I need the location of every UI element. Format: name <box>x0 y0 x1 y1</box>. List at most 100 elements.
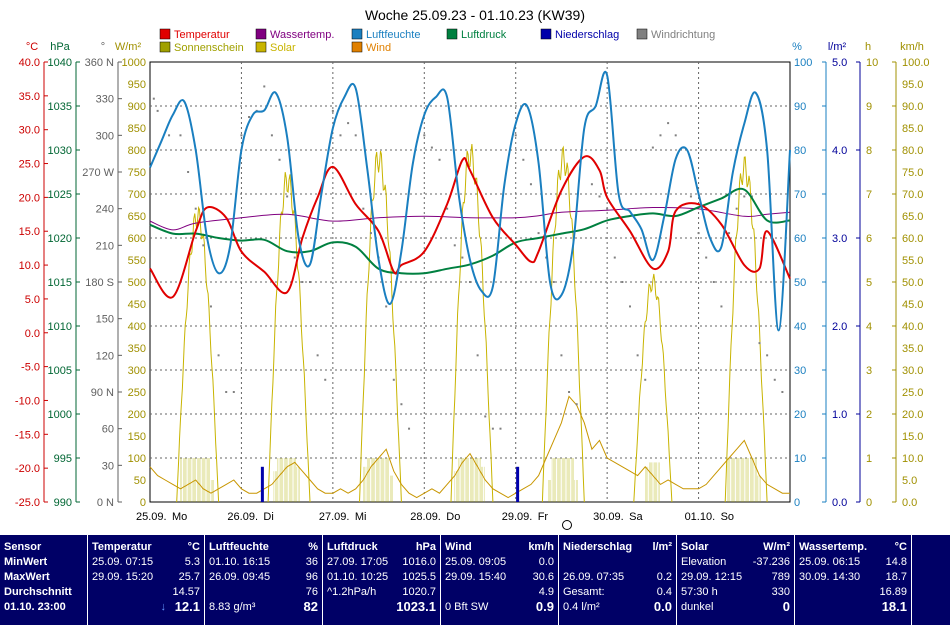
direction-point-51 <box>560 354 563 357</box>
tick-label-humidity-6: 40 <box>794 321 806 333</box>
stats-solar: Solar W/m² Elevation -37.236 29.09. 12:15 7… <box>677 535 795 625</box>
tick-label-rain-0: 5.0 <box>832 57 847 69</box>
tick-label-wind-0: 100.0 <box>902 57 930 69</box>
x-day-2: Mi <box>355 511 367 523</box>
direction-point-54 <box>590 183 593 186</box>
press-max: 1025.5 <box>402 571 436 583</box>
direction-point-31 <box>392 378 395 381</box>
tick-label-wind-20: 0.0 <box>902 497 917 509</box>
left-axes: 40.0 35.0 30.0 25.0 20.0 15.0 10.0 5.0 0.0 -5.0 -1… <box>15 57 146 509</box>
tick-label-temp-4: 20.0 <box>19 192 40 204</box>
press-title: Luftdruck <box>327 541 378 553</box>
legend-swatch-2 <box>351 28 363 40</box>
x-date-2: 27.09. <box>319 511 350 523</box>
tick-label-solar-4: 800 <box>128 145 146 157</box>
legend-label-2: Luftfeuchte <box>366 29 420 41</box>
stats-wind: Wind km/h 25.09. 09:05 0.0 29.09. 15:40 30.… <box>441 535 559 625</box>
x-day-0: Mo <box>172 511 187 523</box>
tick-label-temp-10: -10.0 <box>15 395 40 407</box>
wind-direction-points <box>152 85 784 430</box>
tick-label-solar-19: 50 <box>134 475 146 487</box>
tick-label-solar-7: 650 <box>128 211 146 223</box>
tick-label-sun-10: 0 <box>866 497 872 509</box>
tick-label-temp-5: 15.0 <box>19 226 40 238</box>
tick-label-pressure-7: 1005 <box>48 365 72 377</box>
direction-point-44 <box>499 427 502 430</box>
direction-point-36 <box>438 158 441 161</box>
wind-unit: km/h <box>528 541 554 553</box>
tick-label-sun-0: 10 <box>866 57 878 69</box>
tick-label-solar-2: 900 <box>128 101 146 113</box>
tick-label-sun-9: 1 <box>866 453 872 465</box>
tick-label-temp-2: 30.0 <box>19 125 40 137</box>
tick-label-direction-11: 30 <box>102 460 114 472</box>
direction-point-50 <box>552 281 555 283</box>
direction-point-24 <box>339 134 342 137</box>
direction-point-15 <box>270 134 273 137</box>
tick-label-humidity-7: 30 <box>794 365 806 377</box>
tick-label-solar-20: 0 <box>140 497 146 509</box>
solar-max: 789 <box>771 571 790 583</box>
legend-swatch-0 <box>159 28 171 40</box>
stats-label-column: Sensor MinWert MaxWert Durchschnitt 01.1… <box>0 535 88 625</box>
tick-label-temp-7: 5.0 <box>25 294 40 306</box>
tick-label-solar-10: 500 <box>128 277 146 289</box>
tick-label-humidity-2: 80 <box>794 145 806 157</box>
direction-point-65 <box>674 134 677 137</box>
series-line-humidity-3 <box>149 70 791 332</box>
tick-label-solar-9: 550 <box>128 255 146 267</box>
direction-point-75 <box>750 195 753 198</box>
direction-point-43 <box>491 427 494 430</box>
direction-point-32 <box>400 403 403 406</box>
direction-point-16 <box>278 158 281 161</box>
tick-label-solar-12: 400 <box>128 321 146 333</box>
direction-point-30 <box>385 305 388 308</box>
direction-point-60 <box>636 354 639 357</box>
tick-label-wind-6: 70.0 <box>902 189 923 201</box>
wind-now: 0.9 <box>535 599 554 614</box>
water-title: Wassertemp. <box>799 541 868 553</box>
wind-min: 0.0 <box>538 556 554 568</box>
tick-label-humidity-5: 50 <box>794 277 806 289</box>
direction-point-46 <box>522 158 525 161</box>
direction-point-57 <box>613 256 616 259</box>
direction-point-79 <box>781 391 784 393</box>
tick-label-temp-8: 0.0 <box>25 328 40 340</box>
direction-point-22 <box>324 378 327 381</box>
tick-label-sun-1: 9 <box>866 101 872 113</box>
chart-title: Woche 25.09.23 - 01.10.23 (KW39) <box>365 7 585 23</box>
tick-label-humidity-0: 100 <box>794 57 812 69</box>
stats-temperature: Temperatur °C 25.09. 07:15 5.3 29.09. 15:2… <box>88 535 205 625</box>
tick-label-wind-2: 90.0 <box>902 101 923 113</box>
solar-elev-label: Elevation <box>681 556 727 568</box>
tick-label-temp-3: 25.0 <box>19 159 40 171</box>
direction-point-14 <box>263 85 266 88</box>
timeline-scroll-handle[interactable] <box>562 520 572 530</box>
solar-day-1 <box>267 172 311 503</box>
water-now: 18.1 <box>881 599 907 614</box>
water-min: 14.8 <box>885 556 907 568</box>
stats-label-max: MaxWert <box>4 571 50 583</box>
tick-label-wind-18: 10.0 <box>902 453 923 465</box>
x-day-3: Do <box>446 511 460 523</box>
direction-point-48 <box>537 232 540 235</box>
tick-label-rain-1: 4.0 <box>832 145 847 157</box>
stats-water-temp: Wassertemp. °C 25.09. 06:15 14.8 30.09. 14… <box>795 535 912 625</box>
direction-point-4 <box>187 171 190 173</box>
wind-min-date: 25.09. 09:05 <box>445 556 507 568</box>
legend-swatch-5 <box>636 28 648 40</box>
direction-point-63 <box>659 134 662 137</box>
direction-point-37 <box>446 207 449 210</box>
x-day-6: So <box>721 511 734 523</box>
direction-point-5 <box>194 207 197 210</box>
direction-point-42 <box>484 415 487 418</box>
direction-point-55 <box>598 195 601 198</box>
water-max-date: 30.09. 14:30 <box>799 571 861 583</box>
tick-label-temp-12: -20.0 <box>15 463 40 475</box>
direction-point-70 <box>712 281 715 283</box>
solar-elev: -37.236 <box>752 556 790 568</box>
unit-humidity: % <box>792 41 802 53</box>
right-axes: 10090807060504030201005.04.03.02.01.00.0… <box>794 57 930 509</box>
tick-label-wind-12: 40.0 <box>902 321 923 333</box>
press-min: 1016.0 <box>402 556 436 568</box>
